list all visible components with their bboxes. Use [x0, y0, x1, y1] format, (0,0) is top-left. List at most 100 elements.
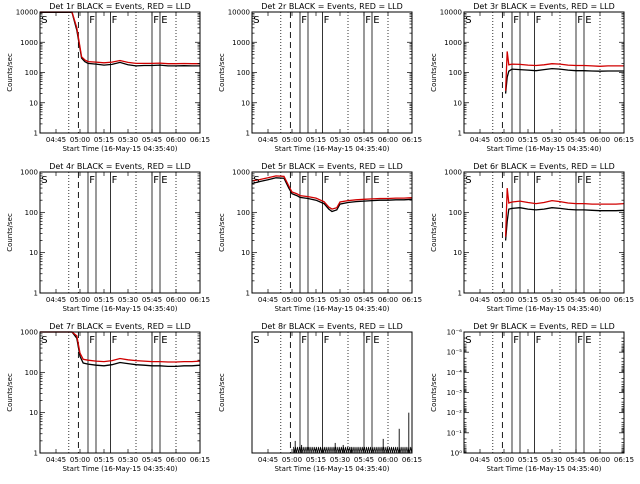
x-axis-label: Start Time (16-May-15 04:35:40)	[274, 145, 389, 153]
x-tick-label: 04:45	[46, 456, 66, 464]
panel-title: Det 2r BLACK = Events, RED = LLD	[261, 2, 403, 11]
panel-det2r: Det 2r BLACK = Events, RED = LLD 1 10 100 10…	[218, 2, 422, 153]
x-tick-label: 05:00	[282, 296, 302, 304]
y-tick-label: 10	[453, 249, 462, 257]
x-tick-label: 06:15	[402, 456, 422, 464]
marker-f: F	[365, 335, 371, 346]
x-tick-label: 04:45	[258, 456, 278, 464]
x-tick-label: 05:00	[494, 456, 514, 464]
marker-s: S	[41, 335, 47, 346]
x-tick-label: 05:15	[518, 296, 538, 304]
marker-f: F	[365, 15, 371, 26]
marker-f: F	[577, 335, 583, 346]
y-tick-label: 10	[29, 249, 38, 257]
x-tick-label: 05:00	[282, 136, 302, 144]
x-tick-label: 05:00	[70, 456, 90, 464]
panel-title: Det 7r BLACK = Events, RED = LLD	[49, 322, 191, 331]
x-tick-label: 06:15	[614, 136, 634, 144]
x-axis-label: Start Time (16-May-15 04:35:40)	[62, 305, 177, 313]
x-tick-label: 05:30	[118, 136, 138, 144]
events-series	[293, 446, 413, 454]
x-tick-label: 05:15	[518, 456, 538, 464]
panel-title: Det 6r BLACK = Events, RED = LLD	[473, 162, 615, 171]
y-tick-label: 1000	[20, 39, 38, 47]
panel-det3r: Det 3r BLACK = Events, RED = LLD 1 10 100 10…	[430, 2, 634, 153]
y-tick-label: 10⁻³	[447, 389, 463, 397]
x-tick-label: 05:15	[94, 296, 114, 304]
y-tick-label: 10⁻⁶	[447, 329, 463, 337]
y-axis-label: Counts/sec	[218, 373, 226, 412]
lld-series	[504, 51, 624, 91]
x-tick-label: 05:00	[494, 136, 514, 144]
lld-series	[40, 11, 200, 65]
x-tick-label: 06:00	[590, 456, 610, 464]
panel-det9r: Det 9r BLACK = Events, RED = LLD 10⁰ 10⁻¹ 1…	[430, 322, 634, 473]
y-tick-label: 1000	[444, 39, 462, 47]
y-tick-label: 1	[458, 290, 462, 298]
marker-f: F	[301, 335, 307, 346]
y-tick-label: 1	[34, 450, 38, 458]
y-axis-label: Counts/sec	[218, 213, 226, 252]
x-tick-label: 05:00	[70, 296, 90, 304]
y-tick-label: 1000	[20, 169, 38, 177]
y-tick-label: 1	[246, 290, 250, 298]
plot-frame	[39, 331, 201, 454]
panel-det7r: Det 7r BLACK = Events, RED = LLD 1 10 100 10…	[6, 322, 210, 473]
marker-f: F	[536, 175, 542, 186]
marker-f: F	[301, 15, 307, 26]
plot-frame	[251, 171, 413, 294]
panel-det6r: Det 6r BLACK = Events, RED = LLD 1 10 100 10…	[430, 162, 634, 313]
y-tick-label: 100	[25, 369, 38, 377]
y-tick-label: 1	[34, 130, 38, 138]
y-tick-label: 10⁻⁵	[447, 349, 463, 357]
panel-title: Det 4r BLACK = Events, RED = LLD	[49, 162, 191, 171]
marker-e: E	[161, 335, 167, 346]
y-tick-label: 10⁻²	[447, 409, 463, 417]
x-axis-label: Start Time (16-May-15 04:35:40)	[486, 145, 601, 153]
x-tick-label: 05:30	[118, 296, 138, 304]
y-axis-label: Counts/sec	[6, 53, 14, 92]
x-tick-label: 05:00	[282, 456, 302, 464]
y-tick-label: 1000	[232, 169, 250, 177]
y-tick-label: 1	[458, 130, 462, 138]
x-axis-label: Start Time (16-May-15 04:35:40)	[486, 305, 601, 313]
x-tick-label: 05:15	[518, 136, 538, 144]
marker-f: F	[536, 15, 542, 26]
x-tick-label: 05:45	[354, 136, 374, 144]
x-tick-label: 04:45	[258, 136, 278, 144]
marker-s: S	[253, 15, 259, 26]
lld-series	[504, 188, 625, 237]
x-tick-label: 04:45	[46, 136, 66, 144]
x-tick-label: 05:45	[142, 136, 162, 144]
x-tick-label: 06:00	[166, 296, 186, 304]
x-tick-label: 05:30	[330, 456, 350, 464]
marker-s: S	[465, 15, 471, 26]
marker-e: E	[373, 175, 379, 186]
panel-title: Det 1r BLACK = Events, RED = LLD	[49, 2, 191, 11]
x-axis-label: Start Time (16-May-15 04:35:40)	[62, 145, 177, 153]
marker-s: S	[41, 15, 47, 26]
y-tick-label: 100	[449, 69, 462, 77]
x-tick-label: 06:00	[378, 136, 398, 144]
y-tick-label: 1	[34, 290, 38, 298]
x-tick-label: 06:00	[166, 456, 186, 464]
events-series	[504, 67, 624, 94]
marker-s: S	[465, 335, 471, 346]
marker-e: E	[585, 175, 591, 186]
x-tick-label: 05:30	[330, 136, 350, 144]
x-axis-label: Start Time (16-May-15 04:35:40)	[274, 305, 389, 313]
marker-f: F	[301, 175, 307, 186]
marker-f: F	[324, 175, 330, 186]
x-tick-label: 06:00	[590, 136, 610, 144]
marker-e: E	[585, 335, 591, 346]
marker-f: F	[365, 175, 371, 186]
panel-title: Det 5r BLACK = Events, RED = LLD	[261, 162, 403, 171]
x-tick-label: 05:30	[542, 296, 562, 304]
events-series	[40, 331, 201, 368]
x-tick-label: 05:15	[306, 296, 326, 304]
y-tick-label: 10000	[16, 9, 38, 17]
x-tick-label: 05:45	[142, 456, 162, 464]
marker-f: F	[536, 335, 542, 346]
x-tick-label: 05:45	[566, 136, 586, 144]
